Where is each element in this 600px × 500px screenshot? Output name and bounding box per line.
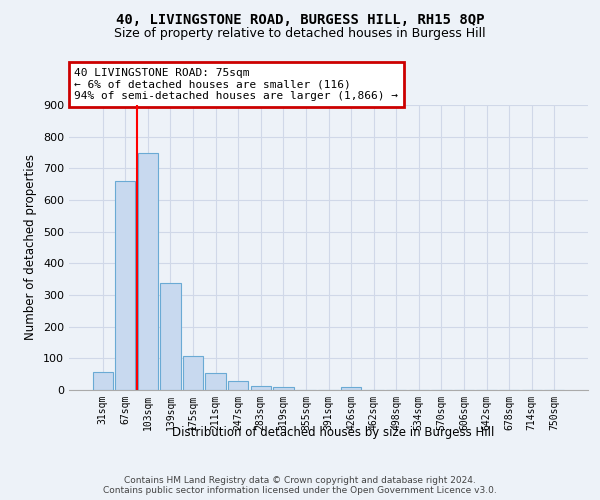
Bar [251, 386, 271, 390]
Text: Distribution of detached houses by size in Burgess Hill: Distribution of detached houses by size … [172, 426, 494, 439]
Text: Contains HM Land Registry data © Crown copyright and database right 2024.
Contai: Contains HM Land Registry data © Crown c… [103, 476, 497, 495]
Bar [92, 372, 113, 390]
Bar [115, 181, 136, 390]
Text: 40 LIVINGSTONE ROAD: 75sqm
← 6% of detached houses are smaller (116)
94% of semi: 40 LIVINGSTONE ROAD: 75sqm ← 6% of detac… [74, 68, 398, 101]
Text: Size of property relative to detached houses in Burgess Hill: Size of property relative to detached ho… [114, 28, 486, 40]
Bar [183, 356, 203, 390]
Bar [228, 382, 248, 390]
Bar [341, 388, 361, 390]
Text: 40, LIVINGSTONE ROAD, BURGESS HILL, RH15 8QP: 40, LIVINGSTONE ROAD, BURGESS HILL, RH15… [116, 12, 484, 26]
Bar [205, 372, 226, 390]
Bar [160, 283, 181, 390]
Bar [273, 388, 293, 390]
Y-axis label: Number of detached properties: Number of detached properties [25, 154, 37, 340]
Bar [138, 153, 158, 390]
